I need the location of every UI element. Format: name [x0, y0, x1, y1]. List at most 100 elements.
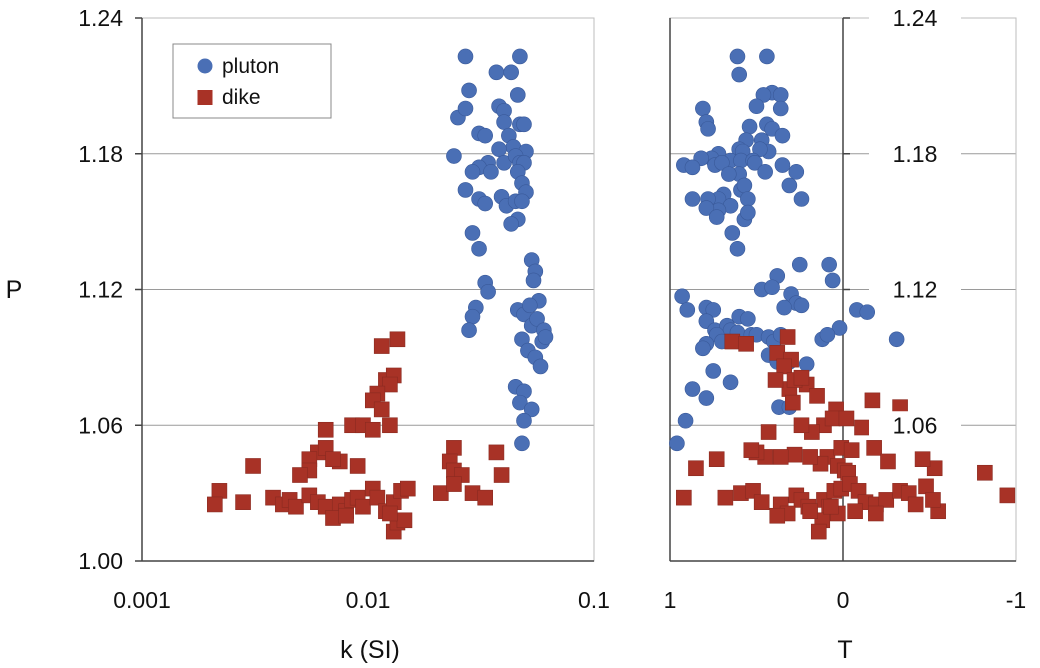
right-pluton-point	[695, 100, 711, 117]
left-dike-point	[317, 421, 334, 438]
left-dike-point	[245, 458, 261, 474]
right-pluton-point	[705, 302, 722, 318]
left-dike-point	[364, 421, 381, 438]
right-dike-point	[918, 478, 934, 495]
left-dike-point	[355, 498, 371, 515]
left-dike-point	[399, 480, 416, 497]
right-pluton-point	[888, 331, 905, 348]
data-markers	[207, 48, 1016, 540]
left-pluton-point	[514, 435, 530, 452]
right-pluton-point	[798, 356, 815, 372]
left-pluton-point	[446, 148, 462, 164]
right-dike-point	[866, 440, 882, 456]
right-dike-point	[760, 424, 777, 440]
right-pluton-point	[684, 381, 701, 397]
right-pluton-point	[740, 204, 756, 221]
left-pluton-point	[471, 240, 487, 257]
right-pluton-point	[677, 412, 694, 429]
left-dike-point	[207, 496, 223, 513]
left-pluton-point	[464, 225, 481, 241]
right-dike-point	[769, 345, 786, 361]
left-dike-point	[211, 483, 228, 499]
left-dike-point	[446, 476, 462, 492]
right-pluton-point	[721, 166, 737, 182]
right-dike-point	[926, 460, 943, 477]
left-pluton-point	[532, 358, 549, 375]
left-pluton-point	[477, 127, 493, 144]
right-dike-point	[847, 503, 863, 520]
left-pluton-point	[496, 114, 512, 130]
right-pluton-point	[714, 155, 730, 171]
left-dike-point	[235, 494, 251, 510]
right-dike-point	[767, 372, 784, 388]
right-dike-point	[776, 358, 792, 375]
right-dike-point	[708, 451, 725, 467]
right-pluton-point	[791, 256, 808, 273]
right-pluton-point	[824, 272, 841, 289]
right-pluton-point	[772, 87, 789, 103]
right-pluton-point	[740, 311, 756, 327]
right-dike-point	[785, 394, 801, 411]
left-dike-point	[292, 467, 308, 483]
right-pluton-point	[679, 302, 696, 318]
left-pluton-point	[457, 100, 474, 117]
left-dike-point	[477, 489, 493, 506]
y-tick-label-right: 1.18	[893, 141, 938, 167]
right-dike-point	[793, 417, 810, 434]
right-dike-point	[769, 507, 786, 524]
right-dike-point	[878, 492, 895, 508]
right-dike-point	[738, 335, 754, 352]
x-tick-label-left: 0.001	[113, 587, 171, 613]
right-dike-point	[868, 505, 884, 522]
left-pluton-point	[488, 64, 505, 81]
right-dike-point	[810, 523, 827, 540]
left-dike-point	[382, 505, 398, 522]
right-pluton-point	[755, 87, 772, 103]
right-pluton-point	[752, 141, 768, 158]
left-pluton-point	[516, 116, 532, 133]
left-dike-point	[369, 489, 386, 506]
tick-labels: 1.00 1.06 1.12 1.18 1.24 1.06 1.12 1.18 1.24 0.00…	[78, 4, 1026, 613]
left-pluton-point	[461, 322, 477, 339]
y-tick-label-left: 1.06	[78, 412, 123, 438]
y-tick-label-bg	[869, 275, 961, 304]
right-dike-point	[743, 442, 760, 458]
right-dike-point	[688, 460, 704, 477]
legend-dike-marker	[197, 90, 213, 105]
left-pluton-point	[496, 155, 512, 171]
right-pluton-point	[748, 98, 765, 115]
right-pluton-point	[698, 390, 715, 406]
left-pluton-point	[523, 401, 540, 418]
y-tick-label-bg	[869, 139, 961, 168]
x-tick-label-left: 0.1	[578, 587, 610, 613]
right-pluton-point	[722, 374, 739, 391]
left-pluton-point	[491, 141, 507, 158]
right-dike-point	[802, 449, 818, 465]
x-tick-label-right: 1	[664, 587, 677, 613]
left-pluton-point	[461, 82, 477, 99]
y-tick-label-right: 1.12	[893, 277, 938, 303]
left-dike-point	[389, 331, 406, 348]
right-dike-point	[676, 489, 692, 506]
right-pluton-point	[774, 157, 791, 173]
right-pluton-point	[708, 209, 725, 225]
left-pluton-point	[477, 195, 493, 212]
right-pluton-point	[669, 435, 685, 452]
right-pluton-point	[757, 164, 773, 180]
right-dike-point	[864, 392, 881, 409]
panel-frames	[135, 17, 1017, 562]
y-tick-label-bg	[869, 411, 961, 440]
left-pluton-point	[522, 297, 538, 314]
right-dike-point	[786, 446, 803, 463]
right-dike-point	[843, 442, 860, 458]
right-pluton-point	[695, 340, 711, 357]
right-pluton-point	[724, 225, 741, 241]
right-pluton-point	[772, 100, 789, 117]
right-pluton-point	[859, 304, 876, 320]
y-tick-label-right: 1.24	[893, 5, 938, 31]
right-pluton-point	[729, 48, 746, 65]
right-dike-point	[717, 489, 734, 506]
left-dike-point	[325, 510, 341, 526]
left-dike-point	[493, 467, 510, 483]
left-pluton-point	[525, 272, 542, 289]
